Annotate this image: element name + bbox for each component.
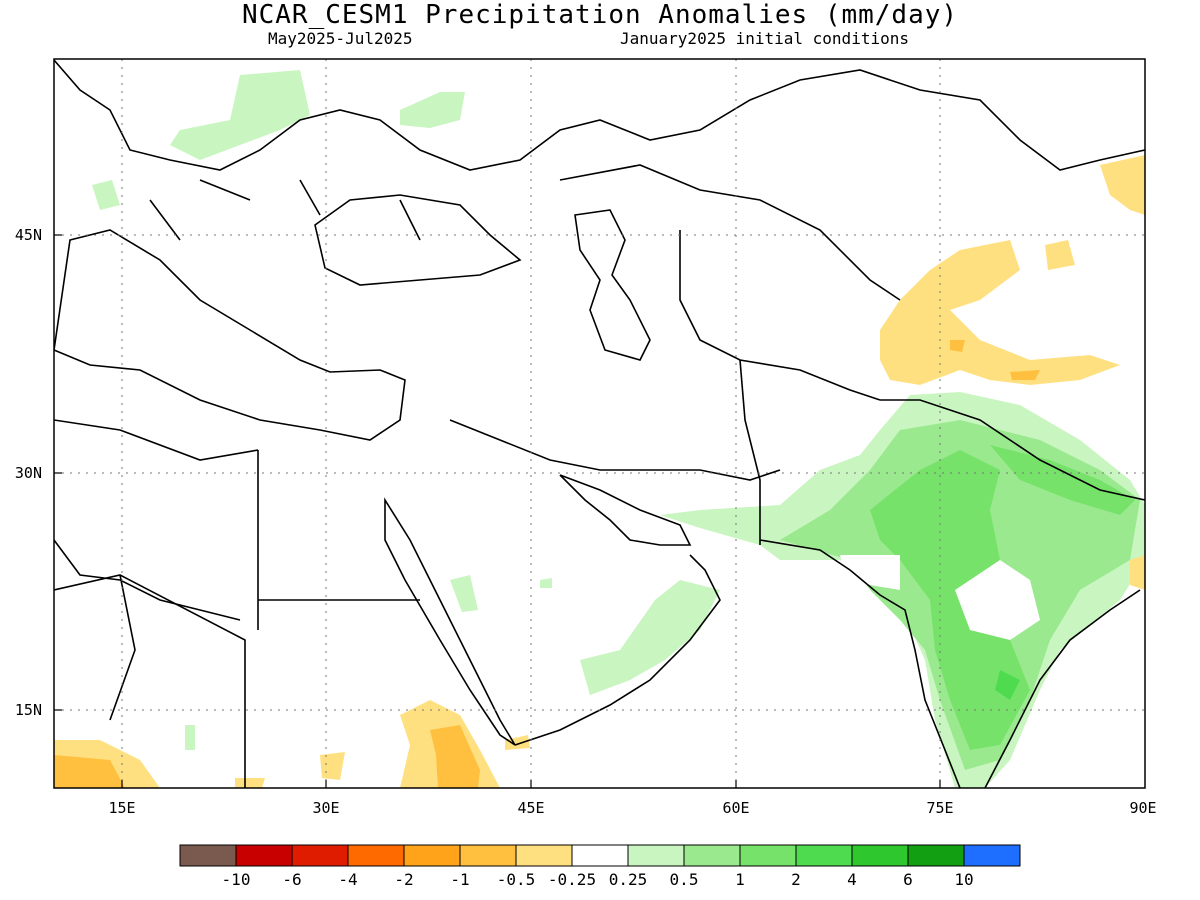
colorbar-label: -0.5 bbox=[497, 870, 536, 889]
colorbar-label: -10 bbox=[222, 870, 251, 889]
forecast-period: May2025-Jul2025 bbox=[268, 29, 413, 48]
colorbar-swatch bbox=[739, 844, 797, 867]
dry-anomaly-region bbox=[320, 752, 345, 780]
wet-anomaly-region bbox=[580, 580, 720, 695]
colorbar-swatch bbox=[907, 844, 965, 867]
colorbar-swatch bbox=[963, 844, 1021, 867]
x-tick-label: 60E bbox=[722, 799, 749, 817]
mediterranean-coast bbox=[54, 229, 406, 441]
wet-anomaly-region bbox=[540, 578, 552, 588]
wet-anomaly-region bbox=[400, 92, 465, 128]
colorbar-label: -0.25 bbox=[548, 870, 596, 889]
chart-title: NCAR_CESM1 Precipitation Anomalies (mm/d… bbox=[241, 0, 959, 30]
x-tick-label: 15E bbox=[108, 799, 135, 817]
colorbar-label: -6 bbox=[282, 870, 301, 889]
wet-anomaly-region bbox=[995, 670, 1020, 700]
colorbar-label: 10 bbox=[954, 870, 973, 889]
colorbar-swatch bbox=[235, 844, 293, 867]
neutral-region bbox=[840, 555, 900, 590]
country-border bbox=[149, 179, 421, 241]
neutral-region bbox=[955, 560, 1040, 640]
country-border bbox=[54, 59, 1145, 171]
y-tick-label: 30N bbox=[15, 464, 42, 482]
colorbar-swatch bbox=[347, 844, 405, 867]
country-border bbox=[880, 399, 1145, 501]
graticule bbox=[54, 59, 1145, 788]
anomaly-shading bbox=[54, 70, 1145, 788]
dry-anomaly-region bbox=[1130, 555, 1145, 590]
persian-gulf-coast bbox=[559, 474, 692, 546]
colorbar-swatch bbox=[459, 844, 517, 867]
dry-anomaly-region bbox=[1045, 240, 1075, 270]
country-border bbox=[54, 574, 246, 788]
colorbar-label: 1 bbox=[735, 870, 745, 889]
colorbar-label: -4 bbox=[338, 870, 357, 889]
wet-anomaly-region bbox=[170, 70, 310, 160]
colorbar-label: 0.25 bbox=[609, 870, 648, 889]
map-frame bbox=[53, 58, 1146, 789]
x-tick-label: 30E bbox=[312, 799, 339, 817]
wet-anomaly-region bbox=[450, 575, 478, 612]
colorbar-label: 0.5 bbox=[670, 870, 699, 889]
red-sea-coast bbox=[384, 497, 516, 746]
africa-coast bbox=[54, 539, 241, 621]
initial-conditions: January2025 initial conditions bbox=[620, 29, 909, 48]
colorbar-label: -1 bbox=[450, 870, 469, 889]
dry-anomaly-region bbox=[54, 755, 125, 788]
dry-anomaly-region bbox=[950, 340, 965, 352]
dry-anomaly-region bbox=[1010, 370, 1040, 380]
country-border bbox=[739, 359, 761, 545]
colorbar-label: -2 bbox=[394, 870, 413, 889]
colorbar-swatch bbox=[515, 844, 573, 867]
country-border bbox=[559, 164, 901, 301]
india-coast bbox=[759, 539, 1141, 788]
colorbar-swatch bbox=[291, 844, 349, 867]
dry-anomaly-region bbox=[430, 725, 480, 788]
country-border bbox=[449, 419, 781, 481]
wet-anomaly-region bbox=[185, 725, 195, 750]
x-tick-label: 45E bbox=[517, 799, 544, 817]
dry-anomaly-region bbox=[1100, 155, 1145, 215]
colorbar-swatch bbox=[795, 844, 853, 867]
country-border bbox=[679, 230, 881, 401]
caspian-sea-coast bbox=[574, 209, 651, 361]
wet-anomaly-region bbox=[990, 445, 1135, 515]
black-sea-coast bbox=[314, 194, 522, 286]
colorbar-label: 2 bbox=[791, 870, 801, 889]
colorbar-swatch bbox=[683, 844, 741, 867]
dry-anomaly-region bbox=[505, 735, 530, 750]
wet-anomaly-region bbox=[92, 180, 120, 210]
country-border bbox=[54, 419, 420, 630]
colorbar-swatch bbox=[851, 844, 909, 867]
axis-ticks bbox=[54, 234, 941, 788]
colorbar-swatch bbox=[403, 844, 461, 867]
arabia-coast bbox=[514, 554, 721, 746]
colorbar-swatch bbox=[179, 844, 237, 867]
x-tick-label: 90E bbox=[1129, 799, 1156, 817]
colorbar-swatch bbox=[571, 844, 629, 867]
wet-anomaly-region bbox=[870, 450, 1030, 750]
dry-anomaly-region bbox=[235, 778, 265, 788]
colorbar-label: 4 bbox=[847, 870, 857, 889]
y-tick-label: 15N bbox=[15, 701, 42, 719]
colorbar: -10 -6 -4 -2 -1 -0.5 -0.25 0.25 0.5 1 2 4 6 10 bbox=[179, 844, 1021, 889]
colorbar-label: 6 bbox=[903, 870, 913, 889]
x-tick-label: 75E bbox=[926, 799, 953, 817]
dry-anomaly-region bbox=[880, 240, 1120, 385]
colorbar-swatch bbox=[627, 844, 685, 867]
y-tick-label: 45N bbox=[15, 226, 42, 244]
